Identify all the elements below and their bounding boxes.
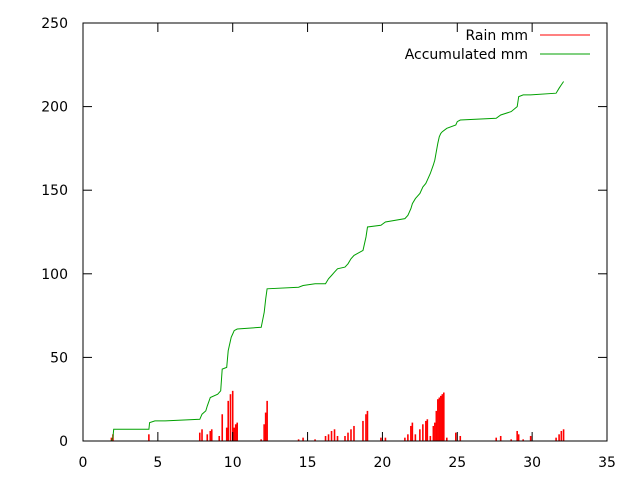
legend-label: Accumulated mm <box>405 47 528 63</box>
y-tick-label: 200 <box>41 100 68 116</box>
legend-label: Rain mm <box>466 28 529 44</box>
plot-frame <box>82 22 608 442</box>
x-tick-label: 5 <box>153 455 162 471</box>
x-tick-label: 25 <box>448 455 466 471</box>
axes: 0 5 10 15 20 25 30 35 0 50 100 150 200 250 <box>41 16 616 471</box>
x-tick-label: 35 <box>598 455 616 471</box>
y-tick-label: 250 <box>41 16 68 32</box>
x-tick-label: 20 <box>374 455 392 471</box>
y-tick-label: 50 <box>50 350 68 366</box>
x-tick-label: 10 <box>224 455 242 471</box>
x-tick-label: 30 <box>523 455 541 471</box>
accumulated-series <box>110 81 565 442</box>
y-tick-label: 150 <box>41 183 68 199</box>
accumulated-line <box>110 81 565 442</box>
x-tick-label: 15 <box>299 455 317 471</box>
y-tick-label: 100 <box>41 267 68 283</box>
y-tick-label: 0 <box>59 434 68 450</box>
x-tick-label: 0 <box>79 455 88 471</box>
legend: Rain mm Accumulated mm <box>405 28 590 63</box>
rain-series <box>110 390 565 441</box>
